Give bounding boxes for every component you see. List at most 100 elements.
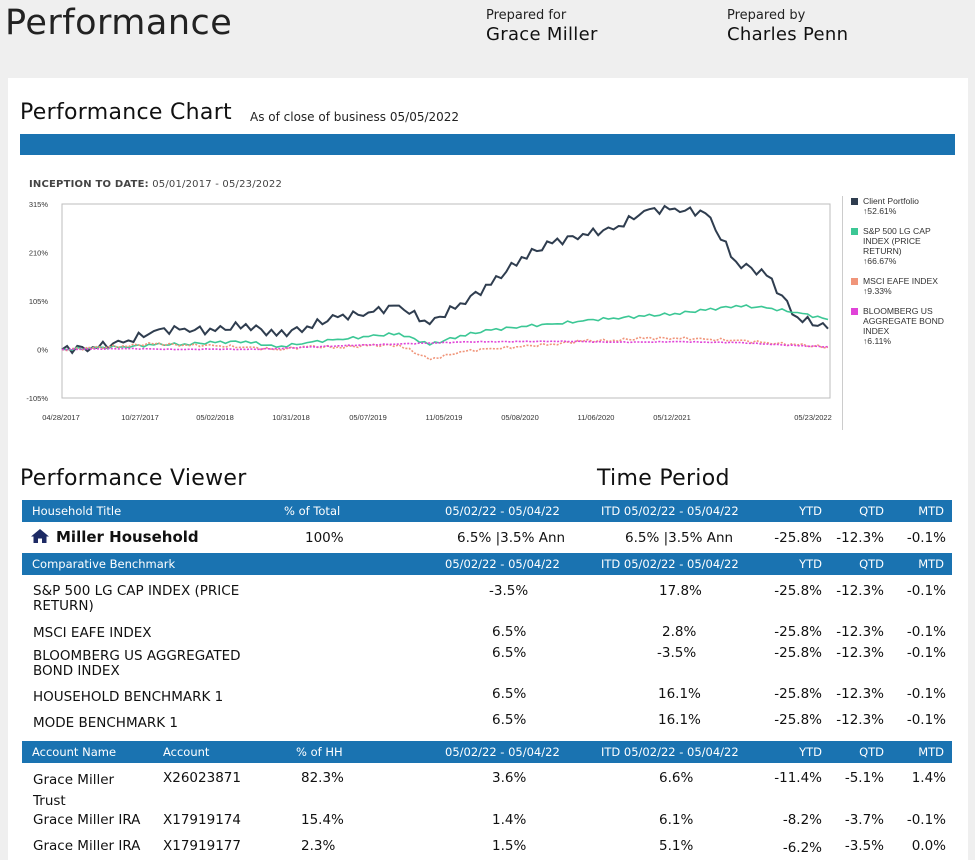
y-tick-label: 0% [37, 346, 48, 355]
x-tick-label: 10/31/2018 [272, 413, 310, 422]
benchmark-itd: 17.8% [659, 583, 702, 599]
benchmark-qtd: -12.3% [836, 583, 884, 599]
x-tick-label: 05/02/2018 [196, 413, 234, 422]
benchmark-qtd: -12.3% [836, 624, 884, 640]
legend-swatch [851, 278, 858, 285]
account-ytd: -8.2% [782, 812, 822, 828]
col-mtd: MTD [918, 557, 944, 571]
benchmark-mtd: -0.1% [906, 645, 946, 661]
col-period: 05/02/22 - 05/04/22 [445, 557, 560, 571]
account-period: 1.5% [492, 838, 527, 854]
account-number: X17919177 [163, 838, 241, 854]
account-itd: 6.6% [659, 770, 694, 786]
benchmark-name: MSCI EAFE INDEX [33, 625, 152, 641]
benchmark-row[interactable]: S&P 500 LG CAP INDEX (PRICE RETURN) -3.5… [22, 583, 952, 617]
account-mtd: 0.0% [911, 838, 946, 854]
benchmark-name: HOUSEHOLD BENCHMARK 1 [33, 689, 224, 705]
household-name-cell: Miller Household [30, 528, 199, 546]
report-header: Performance Prepared for Grace Miller Pr… [0, 0, 975, 78]
account-qtd: -5.1% [844, 770, 884, 786]
performance-line-chart: 315% 210% 105% 0% -105% 04/28/2017 10/27/2017 0… [26, 200, 831, 422]
page-title: Performance [5, 3, 233, 43]
account-row[interactable]: Grace Miller Trust X26023871 82.3% 3.6% … [22, 770, 952, 810]
inception-label: INCEPTION TO DATE: 05/01/2017 - 05/23/20… [29, 179, 282, 190]
account-qtd: -3.7% [844, 812, 884, 828]
benchmark-name: S&P 500 LG CAP INDEX (PRICE RETURN) [33, 583, 240, 614]
household-period: 6.5% |3.5% Ann [457, 530, 566, 546]
as-of-date: As of close of business 05/05/2022 [250, 110, 460, 124]
col-period: 05/02/22 - 05/04/22 [445, 504, 560, 518]
account-ytd: -11.4% [774, 770, 822, 786]
legend-item[interactable]: BLOOMBERG US AGGREGATE BOND INDEX ↑6.11% [851, 306, 952, 346]
x-tick-label: 04/28/2017 [42, 413, 80, 422]
legend-label: MSCI EAFE INDEX [863, 276, 938, 286]
account-name: Grace Miller IRA [33, 812, 141, 828]
household-row[interactable]: Miller Household 100% 6.5% |3.5% Ann 6.5… [22, 527, 952, 549]
account-itd: 6.1% [659, 812, 694, 828]
legend-item[interactable]: MSCI EAFE INDEX ↑9.33% [851, 276, 952, 296]
benchmark-row[interactable]: MODE BENCHMARK 1 6.5% 16.1% -25.8% -12.3… [22, 712, 952, 732]
legend-item[interactable]: S&P 500 LG CAP INDEX (PRICE RETURN) ↑66.6… [851, 226, 952, 266]
legend-swatch [851, 228, 858, 235]
prepared-by-label: Prepared by [727, 8, 806, 23]
legend-pct: ↑66.67% [863, 256, 897, 266]
y-tick-label: 315% [29, 200, 49, 209]
y-tick-label: 210% [29, 249, 49, 258]
legend-pct: ↑52.61% [863, 206, 897, 216]
benchmark-row[interactable]: BLOOMBERG US AGGREGATED BOND INDEX 6.5% … [22, 645, 952, 682]
benchmark-ytd: -25.8% [774, 645, 822, 661]
benchmark-row[interactable]: MSCI EAFE INDEX 6.5% 2.8% -25.8% -12.3% … [22, 624, 952, 642]
account-table-header: Account Name Account % of HH 05/02/22 - … [22, 741, 952, 763]
prepared-by: Prepared by Charles Penn [727, 8, 848, 45]
account-pct: 82.3% [301, 770, 344, 786]
col-household-title: Household Title [32, 504, 122, 518]
account-name: Grace Miller Trust [33, 772, 115, 809]
col-itd: ITD 05/02/22 - 05/04/22 [601, 745, 739, 759]
legend-label: BLOOMBERG US AGGREGATE BOND INDEX [863, 306, 945, 336]
col-period: 05/02/22 - 05/04/22 [445, 745, 560, 759]
household-qtd: -12.3% [836, 530, 884, 546]
account-row[interactable]: Grace Miller IRA X17919177 2.3% 1.5% 5.1… [22, 838, 952, 856]
col-pct-total: % of Total [284, 504, 341, 518]
series-line [61, 204, 829, 355]
benchmark-mtd: -0.1% [906, 712, 946, 728]
x-tick-label: 05/07/2019 [349, 413, 387, 422]
time-period-title: Time Period [597, 466, 730, 491]
account-row[interactable]: Grace Miller IRA X17919174 15.4% 1.4% 6.… [22, 812, 952, 830]
y-tick-label: -105% [26, 394, 48, 403]
prepared-for-name: Grace Miller [486, 24, 598, 45]
col-ytd: YTD [799, 504, 822, 518]
benchmark-row[interactable]: HOUSEHOLD BENCHMARK 1 6.5% 16.1% -25.8% … [22, 686, 952, 706]
benchmark-qtd: -12.3% [836, 686, 884, 702]
legend-swatch [851, 308, 858, 315]
col-mtd: MTD [918, 745, 944, 759]
benchmark-ytd: -25.8% [774, 686, 822, 702]
benchmark-mtd: -0.1% [906, 686, 946, 702]
household-mtd: -0.1% [906, 530, 946, 546]
house-icon [31, 529, 49, 543]
account-pct: 15.4% [301, 812, 344, 828]
benchmark-period: -3.5% [489, 583, 529, 599]
legend-item[interactable]: Client Portfolio ↑52.61% [851, 196, 952, 216]
performance-viewer-title: Performance Viewer [20, 466, 247, 491]
col-qtd: QTD [859, 745, 884, 759]
chart-axes [61, 203, 831, 399]
col-ytd: YTD [799, 557, 822, 571]
x-tick-label: 05/08/2020 [501, 413, 539, 422]
chart-lines [61, 204, 829, 361]
col-account: Account [163, 745, 210, 759]
benchmark-period: 6.5% [492, 712, 527, 728]
inception-prefix: INCEPTION TO DATE: [29, 179, 149, 190]
legend-swatch [851, 198, 858, 205]
benchmark-itd: 16.1% [658, 686, 701, 702]
performance-chart-title: Performance Chart [20, 100, 232, 125]
x-tick-label: 11/06/2020 [578, 413, 615, 422]
benchmark-table-header: Comparative Benchmark 05/02/22 - 05/04/2… [22, 553, 952, 575]
account-itd: 5.1% [659, 838, 694, 854]
benchmark-name: BLOOMBERG US AGGREGATED BOND INDEX [33, 648, 241, 679]
benchmark-period: 6.5% [492, 624, 527, 640]
x-tick-label: 05/12/2021 [653, 413, 691, 422]
col-benchmark: Comparative Benchmark [32, 557, 176, 571]
col-itd: ITD 05/02/22 - 05/04/22 [601, 504, 739, 518]
benchmark-qtd: -12.3% [836, 645, 884, 661]
